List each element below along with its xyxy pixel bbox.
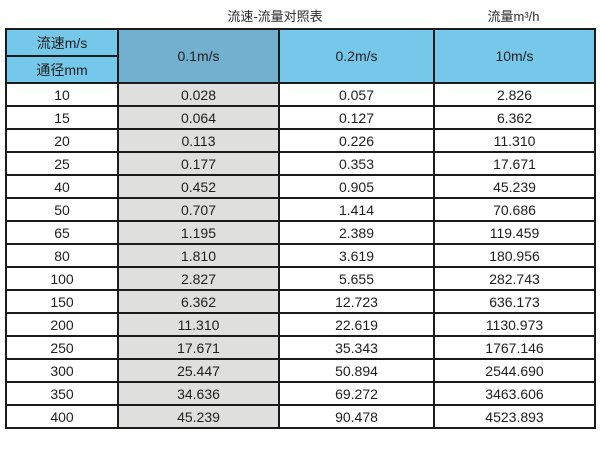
- flow-value-cell: 1767.146: [433, 335, 596, 360]
- table-title: 流速-流量对照表: [227, 9, 323, 24]
- table-row: 20 0.113 0.226 11.310: [5, 128, 596, 153]
- diameter-cell: 50: [5, 197, 119, 222]
- flow-value-cell: 0.113: [117, 128, 280, 153]
- flow-value-cell: 636.173: [433, 289, 596, 314]
- flow-value-cell: 4523.893: [433, 404, 596, 429]
- flow-value-cell: 70.686: [433, 197, 596, 222]
- flow-value-cell: 2.389: [278, 220, 435, 245]
- flow-value-cell: 1.195: [117, 220, 280, 245]
- flow-value-cell: 2.827: [117, 266, 280, 291]
- flow-value-cell: 6.362: [117, 289, 280, 314]
- flow-value-cell: 0.353: [278, 151, 435, 176]
- flow-value-cell: 0.707: [117, 197, 280, 222]
- flow-value-cell: 45.239: [433, 174, 596, 199]
- table-body: 10 0.028 0.057 2.826 15 0.064 0.127 6.362 20 0.11…: [5, 82, 596, 429]
- diameter-cell: 80: [5, 243, 119, 268]
- flow-value-cell: 50.894: [278, 358, 435, 383]
- table-row: 80 1.810 3.619 180.956: [5, 243, 596, 268]
- flow-value-cell: 45.239: [117, 404, 280, 429]
- flow-value-cell: 11.310: [117, 312, 280, 337]
- flow-value-cell: 119.459: [433, 220, 596, 245]
- flow-value-cell: 17.671: [433, 151, 596, 176]
- velocity-column-header: 10m/s: [433, 28, 596, 84]
- diameter-cell: 10: [5, 82, 119, 107]
- flow-value-cell: 3.619: [278, 243, 435, 268]
- table-row: 10 0.028 0.057 2.826: [5, 82, 596, 107]
- titlebar: 流速-流量对照表 流量m³/h: [0, 0, 600, 28]
- table-row: 400 45.239 90.478 4523.893: [5, 404, 596, 429]
- flow-value-cell: 1.414: [278, 197, 435, 222]
- table-header: 流速m/s 0.1m/s 0.2m/s 10m/s 通径mm: [5, 28, 596, 84]
- diameter-cell: 20: [5, 128, 119, 153]
- diameter-cell: 65: [5, 220, 119, 245]
- flow-value-cell: 0.057: [278, 82, 435, 107]
- table-row: 300 25.447 50.894 2544.690: [5, 358, 596, 383]
- velocity-column-header: 0.1m/s: [117, 28, 280, 84]
- flow-value-cell: 0.127: [278, 105, 435, 130]
- flow-conversion-table: 流速m/s 0.1m/s 0.2m/s 10m/s 通径mm 10 0.028 0.…: [5, 28, 596, 429]
- table-row: 200 11.310 22.619 1130.973: [5, 312, 596, 337]
- table-row: 350 34.636 69.272 3463.606: [5, 381, 596, 406]
- diameter-cell: 250: [5, 335, 119, 360]
- corner-cell-diameter: 通径mm: [5, 55, 119, 84]
- flow-value-cell: 35.343: [278, 335, 435, 360]
- diameter-cell: 350: [5, 381, 119, 406]
- flow-value-cell: 25.447: [117, 358, 280, 383]
- flow-value-cell: 3463.606: [433, 381, 596, 406]
- table-row: 25 0.177 0.353 17.671: [5, 151, 596, 176]
- diameter-cell: 25: [5, 151, 119, 176]
- flow-value-cell: 282.743: [433, 266, 596, 291]
- diameter-cell: 15: [5, 105, 119, 130]
- flow-value-cell: 11.310: [433, 128, 596, 153]
- flow-unit-label: 流量m³/h: [487, 9, 540, 24]
- flow-value-cell: 2544.690: [433, 358, 596, 383]
- header-row-bottom: 通径mm: [5, 55, 595, 84]
- diameter-cell: 300: [5, 358, 119, 383]
- flow-value-cell: 180.956: [433, 243, 596, 268]
- flow-value-cell: 1130.973: [433, 312, 596, 337]
- flow-value-cell: 1.810: [117, 243, 280, 268]
- flow-value-cell: 2.826: [433, 82, 596, 107]
- table-row: 50 0.707 1.414 70.686: [5, 197, 596, 222]
- diameter-cell: 200: [5, 312, 119, 337]
- flow-value-cell: 0.177: [117, 151, 280, 176]
- flow-value-cell: 69.272: [278, 381, 435, 406]
- flow-value-cell: 22.619: [278, 312, 435, 337]
- diameter-cell: 100: [5, 266, 119, 291]
- flow-value-cell: 0.028: [117, 82, 280, 107]
- table-row: 65 1.195 2.389 119.459: [5, 220, 596, 245]
- flow-value-cell: 0.226: [278, 128, 435, 153]
- header-row-top: 流速m/s 0.1m/s 0.2m/s 10m/s: [5, 28, 596, 84]
- diameter-cell: 150: [5, 289, 119, 314]
- table-row: 40 0.452 0.905 45.239: [5, 174, 596, 199]
- flow-value-cell: 0.452: [117, 174, 280, 199]
- diameter-cell: 40: [5, 174, 119, 199]
- corner-cell-velocity: 流速m/s: [5, 28, 119, 57]
- table-row: 100 2.827 5.655 282.743: [5, 266, 596, 291]
- flow-value-cell: 90.478: [278, 404, 435, 429]
- diameter-cell: 400: [5, 404, 119, 429]
- table-row: 15 0.064 0.127 6.362: [5, 105, 596, 130]
- flow-value-cell: 5.655: [278, 266, 435, 291]
- flow-value-cell: 12.723: [278, 289, 435, 314]
- table-row: 150 6.362 12.723 636.173: [5, 289, 596, 314]
- flow-value-cell: 6.362: [433, 105, 596, 130]
- velocity-column-header: 0.2m/s: [278, 28, 435, 84]
- flow-value-cell: 34.636: [117, 381, 280, 406]
- flow-value-cell: 17.671: [117, 335, 280, 360]
- flow-value-cell: 0.064: [117, 105, 280, 130]
- table-row: 250 17.671 35.343 1767.146: [5, 335, 596, 360]
- flow-value-cell: 0.905: [278, 174, 435, 199]
